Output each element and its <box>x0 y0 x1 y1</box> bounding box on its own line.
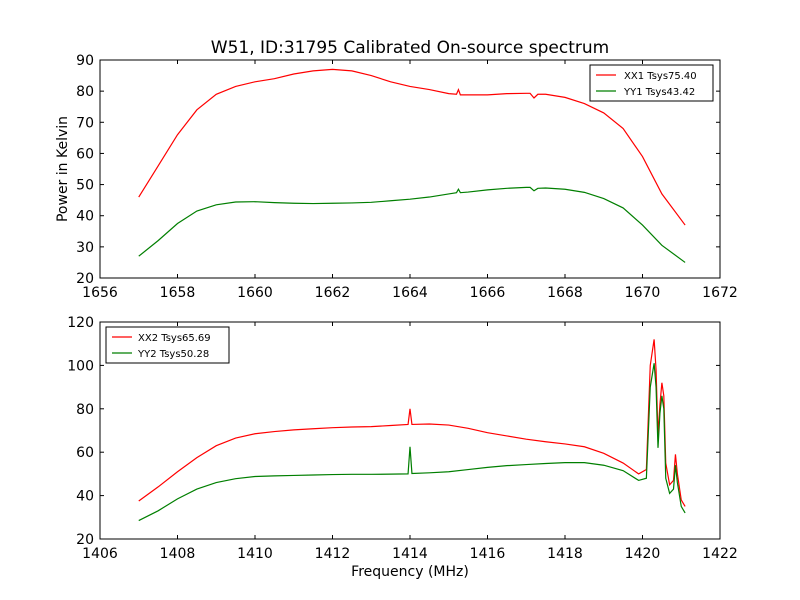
y-tick-label: 70 <box>76 115 94 131</box>
y-tick-label: 50 <box>76 178 94 194</box>
x-tick-label: 1408 <box>160 546 196 562</box>
x-tick-label: 1406 <box>82 546 118 562</box>
y-tick-label: 40 <box>76 489 94 505</box>
x-tick-label: 1668 <box>547 285 583 301</box>
x-tick-label: 1410 <box>237 546 273 562</box>
y-tick-label: 20 <box>76 271 94 287</box>
x-axis-label: Frequency (MHz) <box>351 564 469 580</box>
x-tick-label: 1660 <box>237 285 273 301</box>
series-line-yy <box>138 186 686 263</box>
x-tick-label: 1662 <box>315 285 351 301</box>
x-tick-label: 1670 <box>625 285 661 301</box>
y-tick-label: 40 <box>76 209 94 225</box>
legend: XX2 Tsys65.69 YY2 Tsys50.28 <box>105 326 230 364</box>
x-tick-label: 1416 <box>470 546 506 562</box>
top-spectrum-plot: 1656 1658 1660 1662 1664 1666 1668 1670 1672 20 30… <box>55 53 738 301</box>
legend-box <box>105 326 230 364</box>
y-tick-label: 80 <box>76 84 94 100</box>
x-tick-label: 1418 <box>547 546 583 562</box>
legend-label: XX2 Tsys65.69 <box>138 333 211 344</box>
x-tick-label: 1672 <box>702 285 738 301</box>
y-tick-label: 30 <box>76 240 94 256</box>
bottom-spectrum-plot: 1406 1408 1410 1412 1414 1416 1418 1420 1422 20 40… <box>67 315 738 580</box>
x-tick-label: 1664 <box>392 285 428 301</box>
x-tick-label: 1656 <box>82 285 118 301</box>
y-tick-label: 90 <box>76 53 94 69</box>
x-tick-label: 1414 <box>392 546 428 562</box>
x-tick-label: 1412 <box>315 546 351 562</box>
legend-label: YY2 Tsys50.28 <box>137 349 209 360</box>
y-tick-label: 20 <box>76 532 94 548</box>
y-tick-label: 100 <box>67 358 94 374</box>
x-tick-label: 1666 <box>470 285 506 301</box>
y-tick-label: 60 <box>76 146 94 162</box>
legend-box <box>589 64 714 102</box>
legend-label: YY1 Tsys43.42 <box>623 87 695 98</box>
y-axis-label: Power in Kelvin <box>55 116 71 222</box>
x-tick-label: 1422 <box>702 546 738 562</box>
figure-title: W51, ID:31795 Calibrated On-source spect… <box>211 38 609 58</box>
legend-label: XX1 Tsys75.40 <box>624 71 697 82</box>
series-line-xx <box>138 68 686 226</box>
x-tick-label: 1658 <box>160 285 196 301</box>
series-line-xx <box>138 339 686 507</box>
legend: XX1 Tsys75.40 YY1 Tsys43.42 <box>589 64 714 102</box>
y-tick-label: 120 <box>67 315 94 331</box>
series-line-yy <box>138 363 686 522</box>
y-tick-label: 80 <box>76 402 94 418</box>
y-tick-label: 60 <box>76 445 94 461</box>
x-tick-label: 1420 <box>625 546 661 562</box>
